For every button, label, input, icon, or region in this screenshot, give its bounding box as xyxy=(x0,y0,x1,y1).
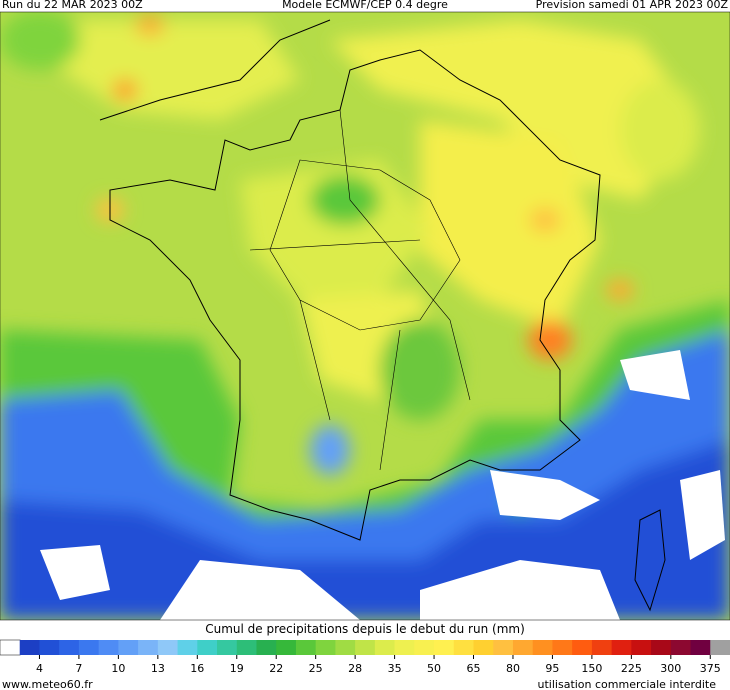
colorbar-swatch xyxy=(276,640,297,655)
colorbar-label: 375 xyxy=(700,662,721,675)
colorbar-swatch xyxy=(532,640,553,655)
colorbar-swatch xyxy=(355,640,376,655)
colorbar-label: 22 xyxy=(269,662,283,675)
precipitation-field xyxy=(0,12,730,620)
colorbar-label: 28 xyxy=(348,662,362,675)
colorbar-label: 225 xyxy=(621,662,642,675)
colorbar-swatch xyxy=(78,640,100,655)
colorbar-swatch xyxy=(256,640,277,655)
colorbar-swatch xyxy=(651,640,672,655)
colorbar-swatch xyxy=(236,640,257,655)
colorbar-swatch xyxy=(315,640,336,655)
colorbar-swatch xyxy=(394,640,415,655)
colorbar-label: 95 xyxy=(545,662,559,675)
colorbar-swatch xyxy=(670,640,692,655)
colorbar-swatch xyxy=(453,640,475,655)
colorbar-swatch xyxy=(473,640,494,655)
colorbar-label: 150 xyxy=(581,662,602,675)
colorbar-title-box xyxy=(200,621,530,637)
colorbar-swatch xyxy=(39,640,60,655)
colorbar-swatch xyxy=(572,640,593,655)
colorbar-label: 13 xyxy=(151,662,165,675)
colorbar-swatch xyxy=(690,640,711,655)
colorbar-label: 16 xyxy=(190,662,204,675)
colorbar-swatch xyxy=(631,640,652,655)
forecast-label: Prevision samedi 01 APR 2023 00Z xyxy=(536,0,729,11)
colorbar-swatch xyxy=(434,640,455,655)
colorbar-label: 300 xyxy=(660,662,681,675)
colorbar-label: 25 xyxy=(309,662,323,675)
colorbar-swatch xyxy=(591,640,613,655)
colorbar-swatch xyxy=(414,640,435,655)
colorbar-label: 10 xyxy=(111,662,125,675)
colorbar-label: 50 xyxy=(427,662,441,675)
colorbar-label: 19 xyxy=(230,662,244,675)
colorbar-swatch xyxy=(335,640,356,655)
colorbar-swatch xyxy=(118,640,139,655)
colorbar-swatch xyxy=(138,640,159,655)
model-label: Modele ECMWF/CEP 0.4 degre xyxy=(282,0,448,11)
colorbar-label: 65 xyxy=(467,662,481,675)
colorbar-swatch xyxy=(493,640,514,655)
colorbar-swatch xyxy=(611,640,632,655)
colorbar-swatch xyxy=(197,640,218,655)
notice-label: utilisation commerciale interdite xyxy=(538,678,717,690)
colorbar: 4 7 10 13 16 19 22 25 28 35 50 65 80 95 150 225 300 375 xyxy=(0,639,730,675)
site-label: www.meteo60.fr xyxy=(2,678,93,690)
colorbar-swatch xyxy=(19,640,40,655)
colorbar-swatch xyxy=(552,640,573,655)
colorbar-swatch xyxy=(98,640,119,655)
run-label: Run du 22 MAR 2023 00Z xyxy=(2,0,143,11)
borders xyxy=(99,19,666,612)
colorbar-swatch xyxy=(59,640,80,655)
colorbar-title: Cumul de precipitations depuis le debut … xyxy=(205,622,525,636)
colorbar-swatch xyxy=(157,640,179,655)
colorbar-swatch xyxy=(217,640,238,655)
map-frame xyxy=(0,11,730,621)
colorbar-label: 35 xyxy=(388,662,402,675)
colorbar-swatch xyxy=(374,640,396,655)
colorbar-swatch xyxy=(295,640,317,655)
colorbar-label: 4 xyxy=(36,662,43,675)
colorbar-swatch xyxy=(0,639,21,656)
colorbar-label: 7 xyxy=(75,662,82,675)
colorbar-swatch xyxy=(512,640,534,655)
colorbar-swatch xyxy=(710,640,730,655)
colorbar-label: 80 xyxy=(506,662,520,675)
colorbar-swatch xyxy=(177,640,198,655)
